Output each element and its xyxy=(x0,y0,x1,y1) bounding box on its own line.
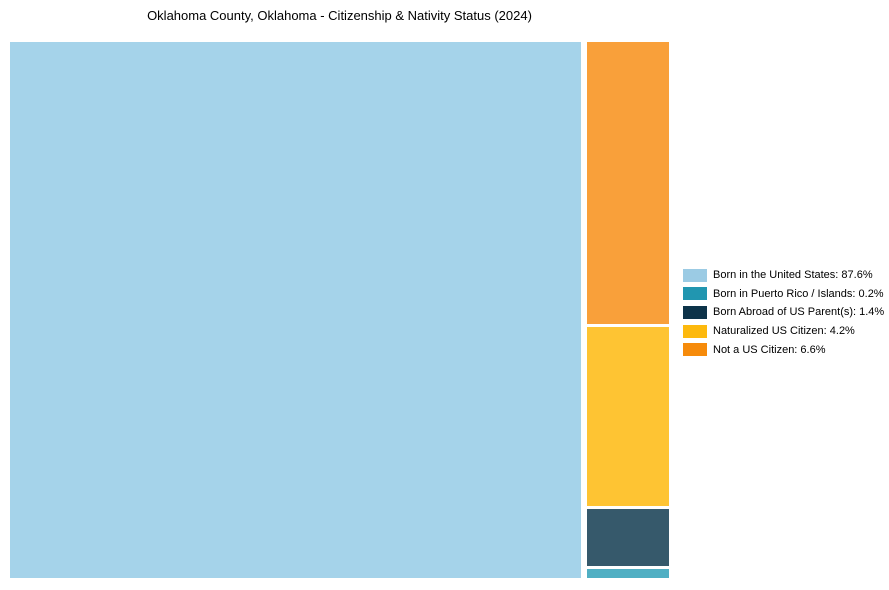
treemap-cell-born-in-the-united-states[interactable] xyxy=(10,42,582,578)
legend-label: Born Abroad of US Parent(s): 1.4% xyxy=(713,306,885,319)
legend-swatch-icon xyxy=(683,324,707,338)
treemap-cell-born-in-puerto-rico-islands[interactable] xyxy=(587,569,669,578)
legend-swatch-icon xyxy=(683,268,707,282)
legend: Born in the United States: 87.6% Born in… xyxy=(683,266,884,359)
chart-title: Oklahoma County, Oklahoma - Citizenship … xyxy=(147,8,532,23)
legend-item-born-in-the-united-states[interactable]: Born in the United States: 87.6% xyxy=(683,266,884,285)
treemap-plot xyxy=(10,42,669,578)
legend-swatch-icon xyxy=(683,343,707,357)
legend-item-not-a-us-citizen[interactable]: Not a US Citizen: 6.6% xyxy=(683,340,884,359)
legend-item-born-abroad-of-us-parents[interactable]: Born Abroad of US Parent(s): 1.4% xyxy=(683,303,884,322)
treemap-cell-naturalized-us-citizen[interactable] xyxy=(587,327,669,506)
legend-item-naturalized-us-citizen[interactable]: Naturalized US Citizen: 4.2% xyxy=(683,322,884,341)
legend-label: Naturalized US Citizen: 4.2% xyxy=(713,325,855,338)
legend-label: Not a US Citizen: 6.6% xyxy=(713,343,826,356)
legend-label: Born in Puerto Rico / Islands: 0.2% xyxy=(713,287,884,300)
treemap-cell-born-abroad-of-us-parent-s[interactable] xyxy=(587,508,669,567)
legend-swatch-icon xyxy=(683,287,707,301)
treemap-cell-not-a-us-citizen[interactable] xyxy=(587,42,669,325)
legend-swatch-icon xyxy=(683,305,707,319)
legend-item-born-in-puerto-rico-islands[interactable]: Born in Puerto Rico / Islands: 0.2% xyxy=(683,285,884,304)
legend-label: Born in the United States: 87.6% xyxy=(713,269,873,282)
